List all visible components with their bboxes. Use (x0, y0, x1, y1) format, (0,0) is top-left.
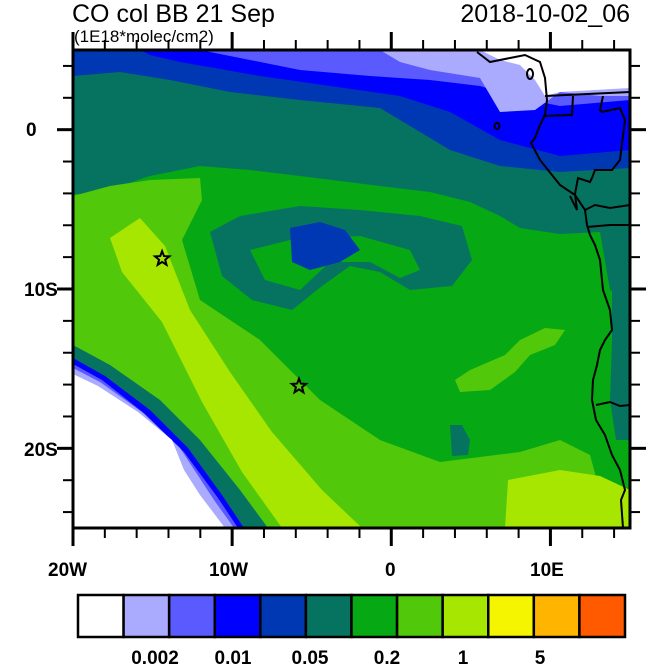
colorbar-box (532, 593, 581, 639)
colorbar-box (76, 593, 125, 639)
field-white-sw (73, 374, 225, 528)
field-yellowgreen-stripe (110, 218, 362, 528)
colorbar-box (304, 593, 353, 639)
colorbar-box (122, 593, 171, 639)
colorbar-label: 5 (534, 648, 546, 669)
coastlines (476, 51, 630, 528)
units-label: (1E18*molec/cm2) (74, 27, 214, 46)
border-5 (586, 224, 630, 228)
axis-ticks (57, 32, 646, 546)
lon-label-20w: 20W (48, 560, 88, 581)
lat-label-0: 0 (26, 120, 37, 141)
colorbar-label: 0.002 (131, 648, 179, 669)
colorbar-label: 0.01 (214, 648, 252, 669)
field-lightgreen-arc (73, 178, 610, 528)
co-field (73, 50, 630, 528)
border-6 (595, 400, 630, 408)
star-marker-icon (289, 375, 309, 395)
colorbar (76, 593, 627, 639)
coastline-africa (476, 51, 627, 528)
lat-label-10s: 10S (24, 280, 58, 301)
field-teal-blob (450, 425, 470, 456)
lon-label-10w: 10W (209, 560, 249, 581)
star-marker-icon (152, 248, 172, 268)
colorbar-box (487, 593, 536, 639)
field-yellowgreen-se (505, 470, 630, 528)
border-4 (584, 203, 630, 211)
colorbar-box (441, 593, 490, 639)
station-markers (152, 248, 309, 395)
colorbar-label: 1 (457, 648, 469, 669)
border-1 (544, 91, 630, 97)
lon-label-10e: 10E (530, 560, 564, 581)
datetime-label: 2018-10-02_06 (460, 0, 630, 28)
border-2 (542, 95, 574, 117)
field-lightgreen-streak (455, 328, 565, 392)
field-land-teal (610, 280, 630, 440)
lat-label-20s: 20S (24, 440, 58, 461)
colorbar-box (350, 593, 399, 639)
colorbar-box (395, 593, 444, 639)
field-darkblue-center2 (290, 222, 360, 270)
border-3 (569, 95, 627, 211)
colorbar-label: 0.2 (373, 648, 401, 669)
colorbar-box (213, 593, 262, 639)
lon-label-0: 0 (385, 560, 396, 581)
colorbar-box (259, 593, 308, 639)
colorbar-box (578, 593, 627, 639)
field-white-north (480, 50, 630, 96)
plot-title: CO col BB 21 Sep (72, 0, 275, 28)
colorbar-box (167, 593, 217, 639)
colorbar-label: 0.05 (291, 648, 329, 669)
